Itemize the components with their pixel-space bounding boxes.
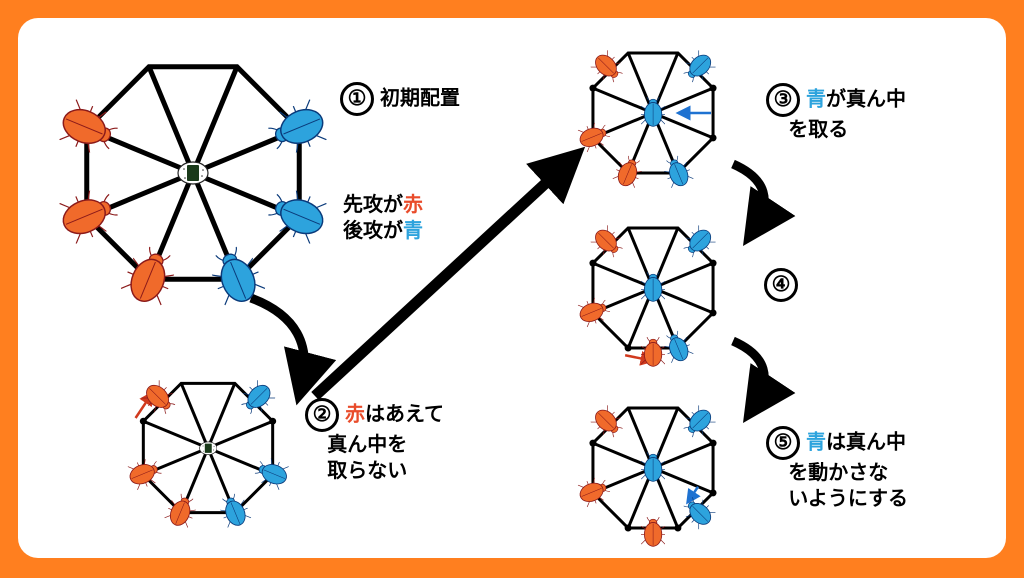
board-s5 [18, 18, 1006, 558]
bug-icon [641, 517, 665, 548]
web-s5 [18, 18, 1018, 578]
main-panel: { "colors":{"orange":"#f06a2b","blue":"#… [18, 18, 1006, 558]
bug-icon [641, 452, 665, 483]
bug-orange [641, 517, 665, 548]
